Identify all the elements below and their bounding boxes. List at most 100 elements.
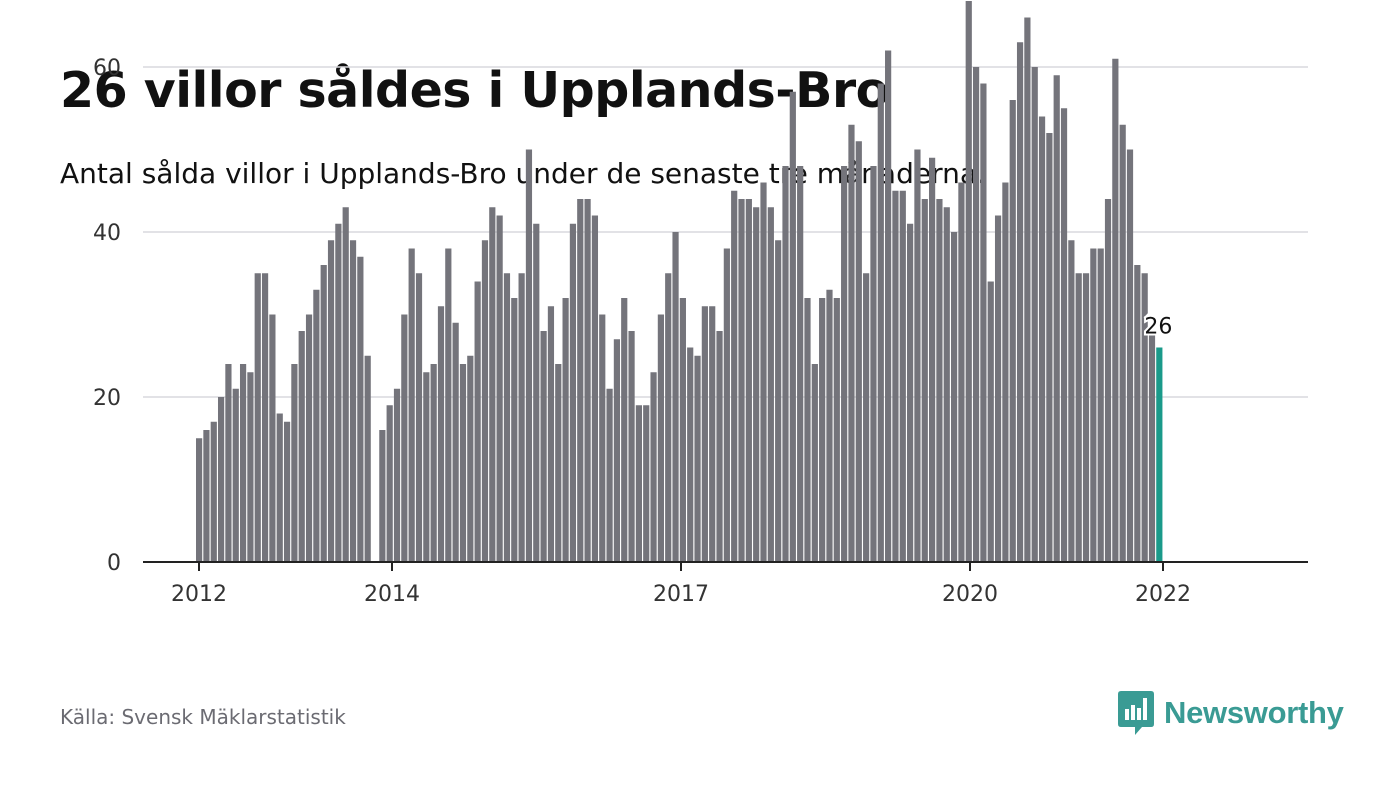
newsworthy-brand: Newsworthy [1118,690,1344,736]
bar [672,232,679,562]
bar [291,364,298,562]
bar [892,190,899,562]
bar [782,166,789,562]
bar [327,240,335,562]
bar [1119,124,1126,562]
bar [650,372,657,562]
x-tick-label: 2022 [1135,582,1191,607]
bar [313,289,320,562]
bar [738,199,745,562]
bar [437,306,445,562]
bar [804,298,811,562]
bar [1097,248,1104,562]
y-tick-label: 40 [93,221,121,246]
data-label-pointer [1143,310,1151,325]
x-tick-label: 2017 [653,582,709,607]
bar [496,215,503,562]
bar [1038,116,1046,562]
bar [863,273,870,562]
bar [474,281,481,562]
bar [885,50,892,562]
bar [210,421,217,562]
bar [481,240,489,562]
bar [555,364,562,562]
bar [687,347,694,562]
bar [643,405,650,562]
bar [305,314,313,562]
brand-name: Newsworthy [1164,695,1344,730]
bar [430,364,437,562]
bar [452,322,459,562]
bar [335,223,342,562]
bar [958,182,965,562]
x-tick-label: 2014 [364,582,420,607]
bar [1053,75,1060,562]
bar [283,421,291,562]
bar [217,397,225,562]
bar [342,207,349,562]
bar [731,190,738,562]
bar [584,199,591,562]
bar [819,298,826,562]
bar [401,314,408,562]
bar [569,223,577,562]
bar [525,149,533,562]
y-tick-label: 20 [93,386,121,411]
bar [489,207,496,562]
bar [423,372,430,562]
bar [1009,100,1016,562]
bar [1134,265,1141,562]
bar [1016,42,1024,562]
bar [870,166,877,562]
bar [459,364,467,562]
bar [393,388,401,562]
data-label: 26 [1144,315,1172,340]
bar [415,273,423,562]
bar [775,240,782,562]
bar [811,364,818,562]
bar [613,339,621,562]
bar [694,355,701,562]
bar [833,298,840,562]
bar [364,355,371,562]
bar [723,248,730,562]
chart-title: 26 villor såldes i Upplands-Bro [60,62,889,119]
bar [562,298,569,562]
bar [269,314,276,562]
bar [709,306,716,562]
bar [965,1,972,562]
bar [943,207,950,562]
bar [907,223,914,562]
bar [621,298,628,562]
bar [540,331,547,562]
x-tick-label: 2012 [171,582,227,607]
bar [701,306,708,562]
bar [298,331,305,562]
bar [753,207,760,562]
bar [357,256,364,562]
chart-subtitle: Antal sålda villor i Upplands-Bro under … [60,157,986,190]
bar [665,273,672,562]
bar [349,240,357,562]
bar [606,388,613,562]
bar [533,223,540,562]
bar [225,364,232,562]
bar [1112,58,1119,562]
bar [745,199,752,562]
bar [320,265,327,562]
bar [379,430,386,562]
bar [789,91,796,562]
bar [877,83,884,562]
bar [914,149,921,562]
bar [203,430,210,562]
bar [503,273,511,562]
bar [1126,149,1134,562]
bar [408,248,415,562]
bar [760,182,767,562]
bar [994,215,1002,562]
bar [767,207,774,562]
x-tick-label: 2020 [942,582,998,607]
bar [980,83,987,562]
highlight-bar [1156,347,1163,562]
bar [1046,133,1053,562]
